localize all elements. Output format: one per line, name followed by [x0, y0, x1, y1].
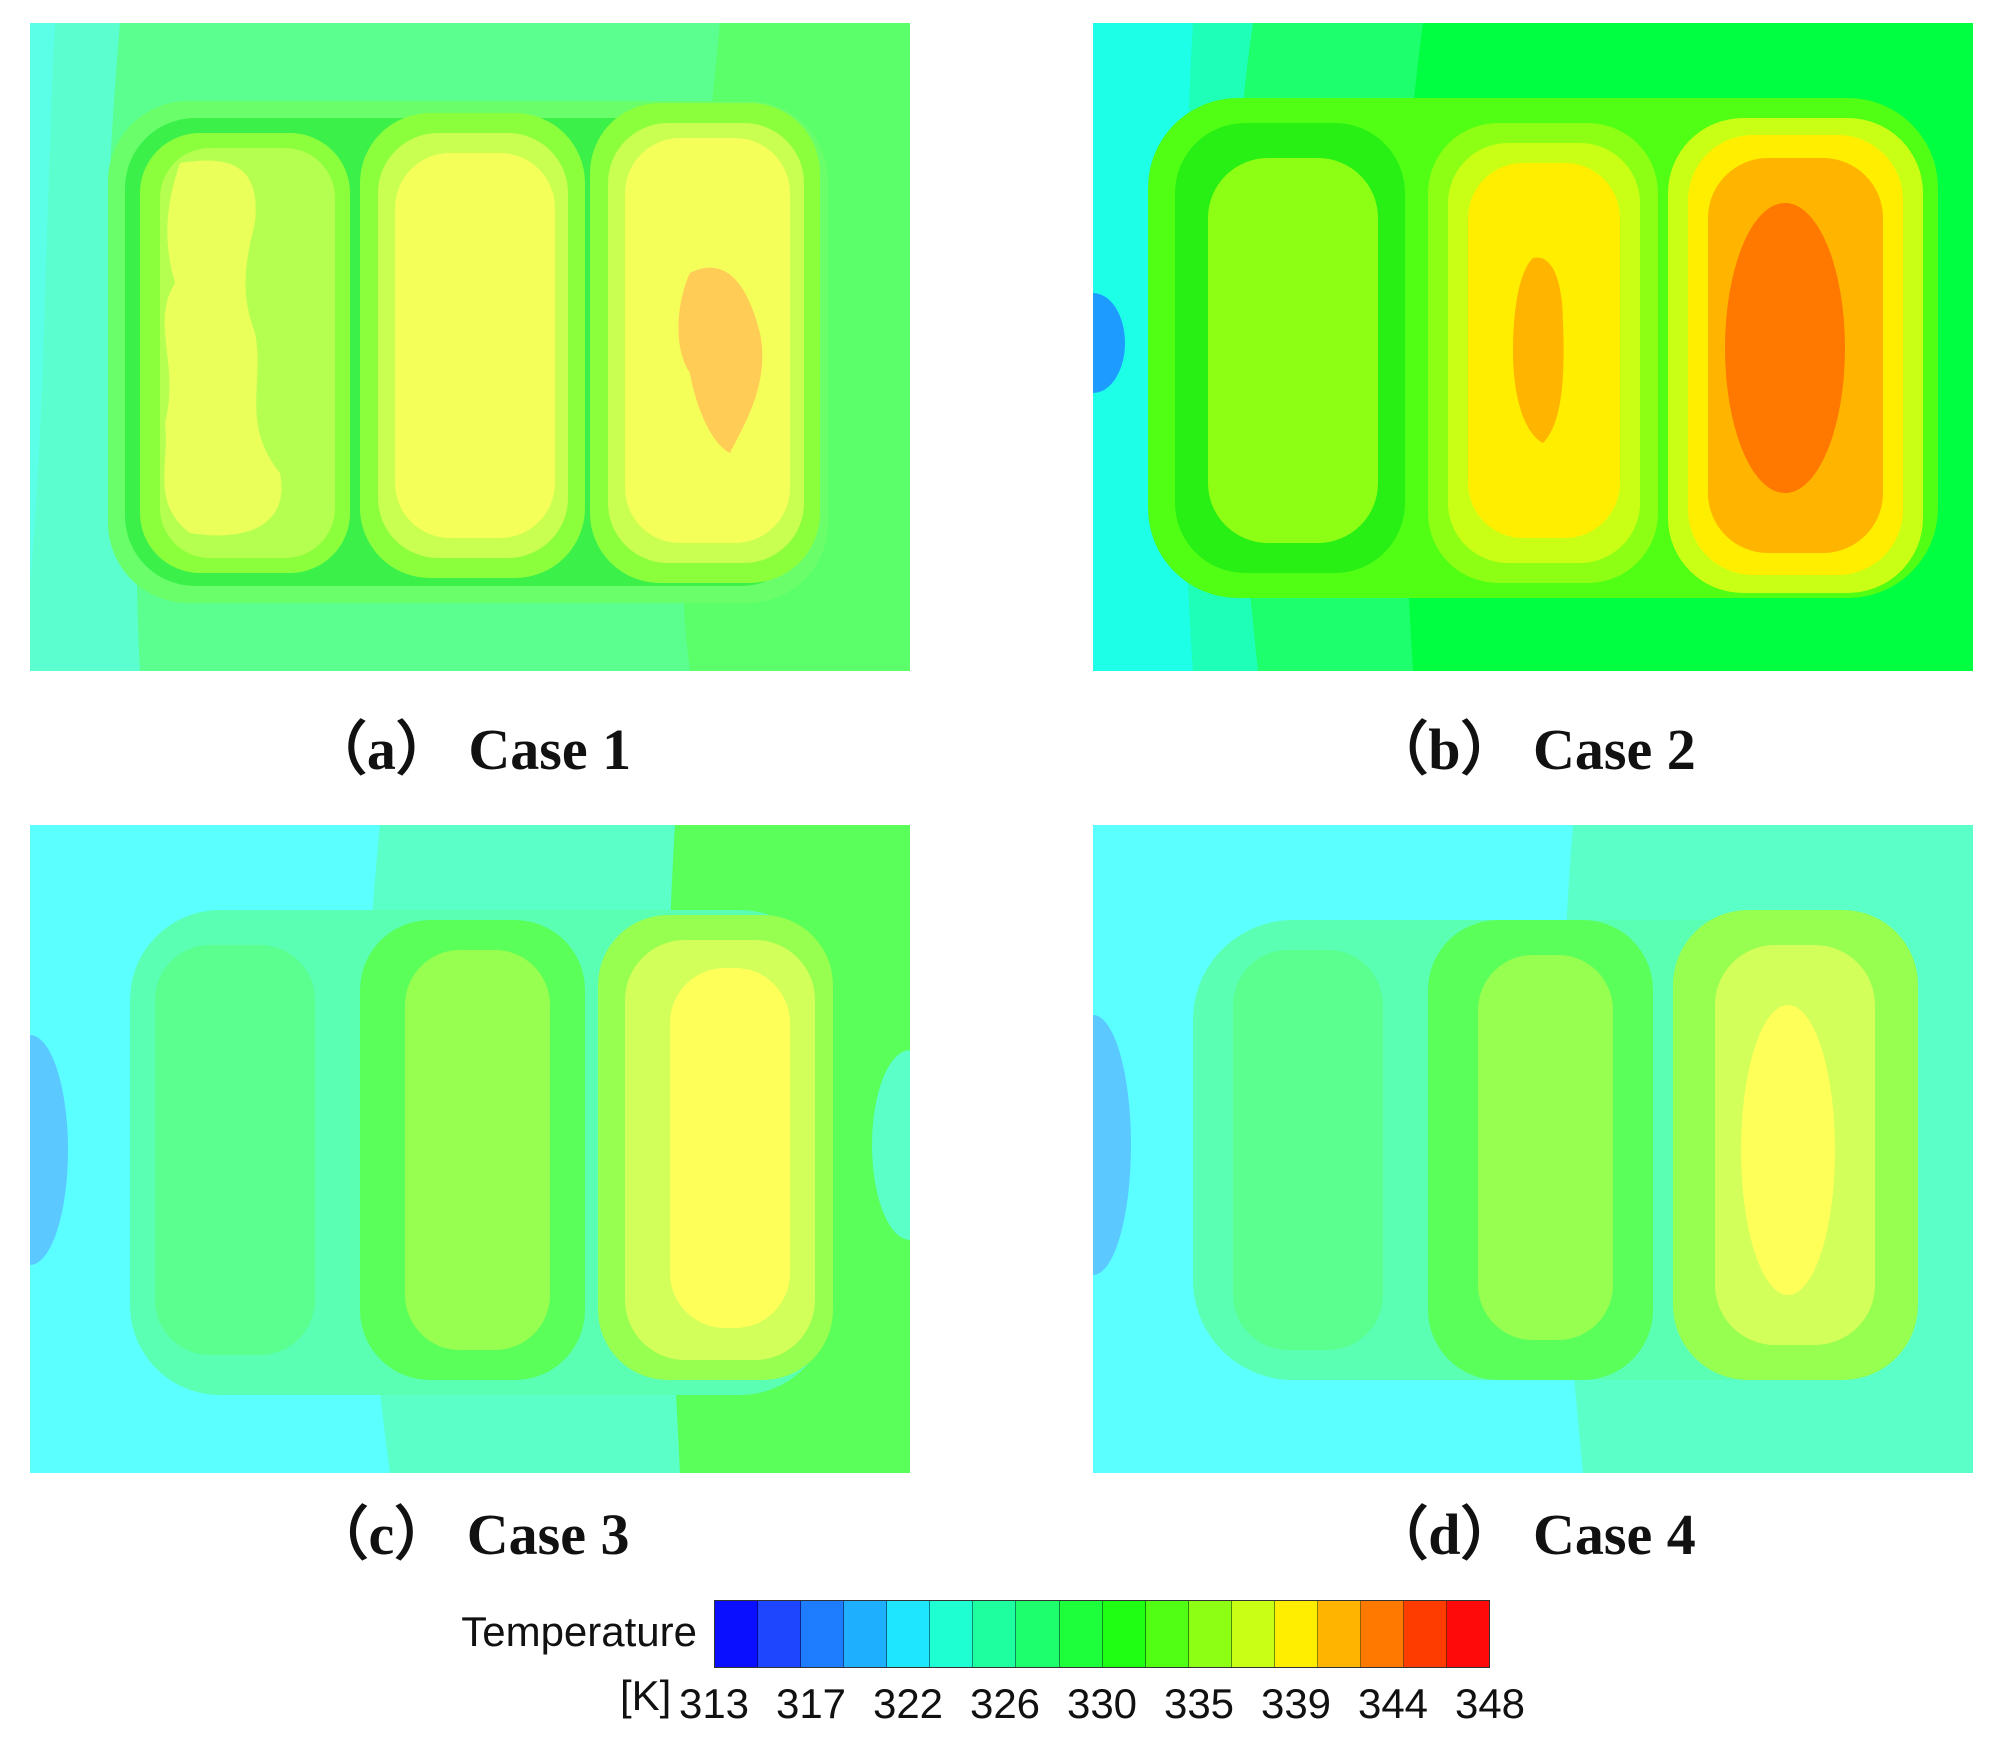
block-2-core [405, 950, 550, 1350]
outlet-cool-spot [872, 1050, 910, 1240]
colorbar-tick-label: 348 [1454, 1680, 1526, 1727]
colorbar-segment [844, 1601, 888, 1667]
colorbar-tick-label: 330 [1066, 1680, 1138, 1727]
caption-case-3: （c） Case 3 [310, 1502, 630, 1567]
colorbar-tick-label: 326 [969, 1680, 1041, 1727]
colorbar-segment [1317, 1601, 1361, 1667]
inlet-cold-spot [1093, 1015, 1131, 1275]
colorbar-tick-label: 339 [1260, 1680, 1332, 1727]
block-1-core [155, 945, 315, 1355]
colorbar-tick-label: 313 [678, 1680, 750, 1727]
caption-case-4: （d） Case 4 [1370, 1502, 1696, 1567]
contour-panel-case-4 [1093, 825, 1973, 1473]
block-1-core [1208, 158, 1378, 543]
block-2-hotspot [1513, 257, 1564, 443]
contour-plot-case-3 [30, 825, 910, 1473]
colorbar-segment [1404, 1601, 1448, 1667]
colorbar-segment [1059, 1601, 1103, 1667]
contour-plot-case-2 [1093, 23, 1973, 671]
colorbar-segment [1016, 1601, 1060, 1667]
caption-case-1: （a） Case 1 [308, 717, 632, 782]
colorbar-tick-label: 344 [1357, 1680, 1429, 1727]
colorbar-segment [801, 1601, 845, 1667]
temperature-colorbar [714, 1600, 1490, 1668]
colorbar-tick-labels: 313 317 322 326 330 335 339 344 348 [679, 1680, 1525, 1736]
contour-panel-case-3 [30, 825, 910, 1473]
block-2-core [395, 153, 555, 538]
block-3-hotspot [1725, 203, 1845, 493]
colorbar-unit: [K] [620, 1672, 672, 1719]
block-1-warm-core [164, 160, 282, 536]
contour-plot-case-1 [30, 23, 910, 671]
colorbar-segment [1360, 1601, 1404, 1667]
colorbar-segment [930, 1601, 974, 1667]
block-3-core [1741, 1005, 1835, 1295]
colorbar-tick-label: 335 [1163, 1680, 1235, 1727]
colorbar-segment [758, 1601, 802, 1667]
colorbar-segment [973, 1601, 1017, 1667]
colorbar-title: Temperature [461, 1608, 697, 1655]
contour-panel-case-2 [1093, 23, 1973, 671]
colorbar-tick-label: 322 [872, 1680, 944, 1727]
colorbar-segment [1231, 1601, 1275, 1667]
colorbar-segment [715, 1601, 759, 1667]
contour-plot-case-4 [1093, 825, 1973, 1473]
caption-case-2: （b） Case 2 [1370, 717, 1696, 782]
block-2-core [1478, 955, 1613, 1340]
colorbar-segment [1102, 1601, 1146, 1667]
inlet-cold-spot [30, 1035, 68, 1265]
block-1-core [1233, 950, 1383, 1350]
block-3-core [670, 968, 790, 1328]
coolest-left-strip [30, 23, 55, 583]
inlet-cold-spot [1093, 293, 1125, 393]
colorbar-segment [1188, 1601, 1232, 1667]
colorbar-segment [1274, 1601, 1318, 1667]
contour-panel-case-1 [30, 23, 910, 671]
colorbar-segment [1145, 1601, 1189, 1667]
block-3-hotspot [678, 267, 763, 453]
colorbar-tick-label: 317 [775, 1680, 847, 1727]
colorbar-segment [887, 1601, 931, 1667]
colorbar-segment [1447, 1601, 1490, 1667]
